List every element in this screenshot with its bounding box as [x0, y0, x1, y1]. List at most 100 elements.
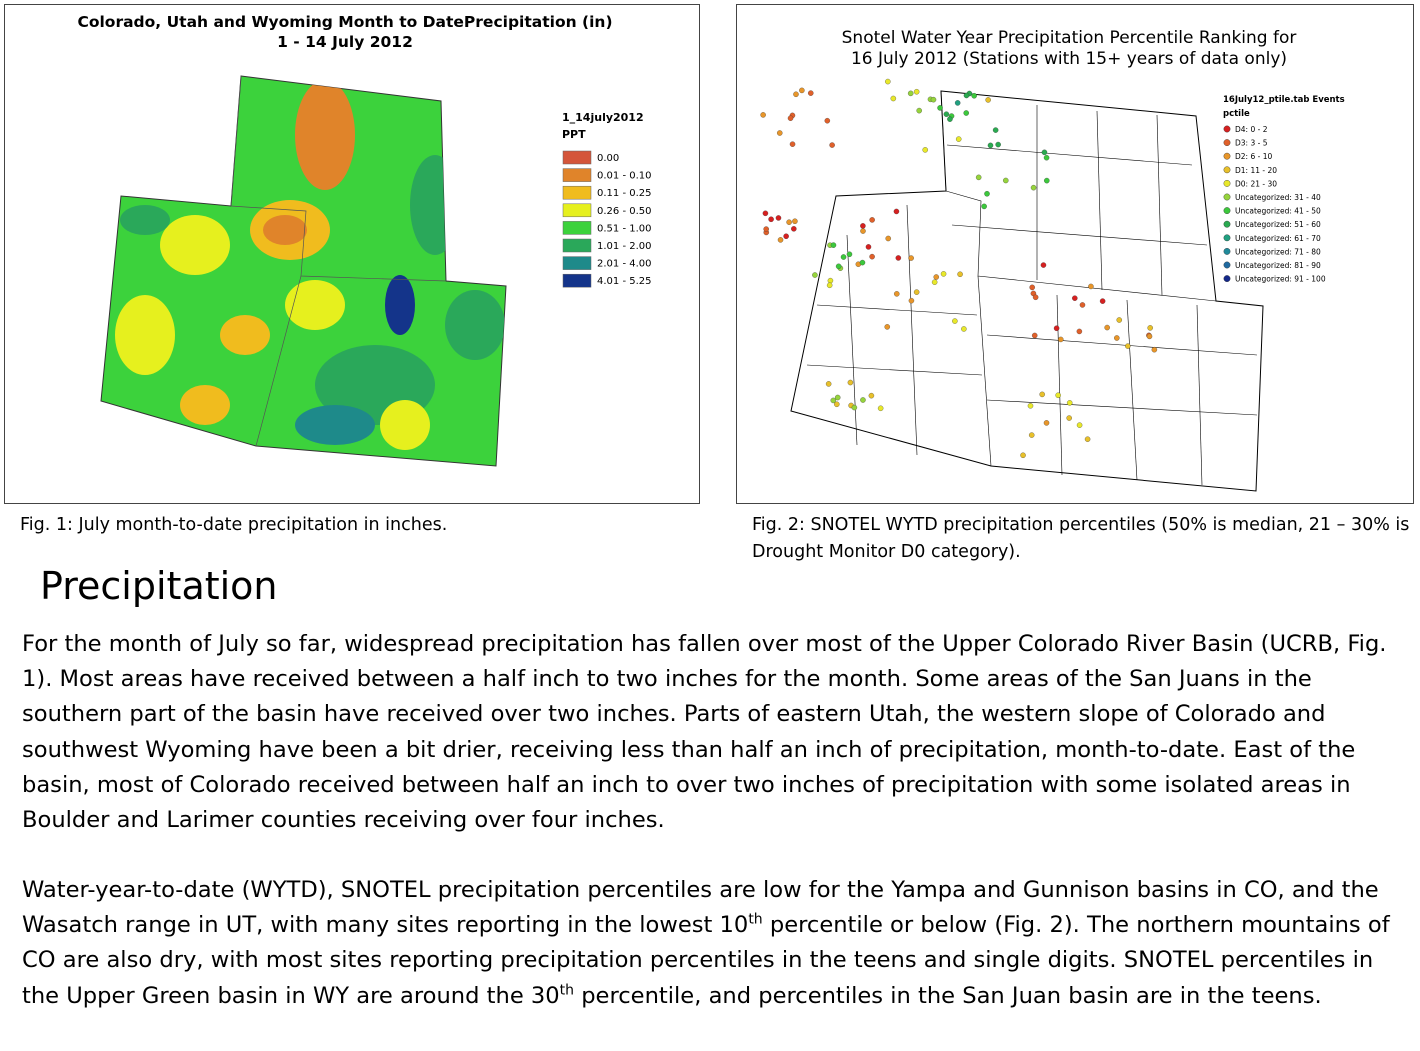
legend-label: D0: 21 - 30 — [1235, 179, 1277, 188]
station-dot — [1079, 302, 1086, 308]
station-dot — [1066, 400, 1073, 406]
map-title: Snotel Water Year Precipitation Percenti… — [842, 28, 1297, 48]
legend-swatch — [562, 273, 592, 288]
paragraph: For the month of July so far, widespread… — [22, 631, 1387, 834]
station-dot — [860, 397, 866, 403]
legend-label: Uncategorized: 51 - 60 — [1235, 220, 1321, 229]
station-dot — [834, 394, 841, 401]
station-dot — [971, 93, 977, 99]
station-dot — [1043, 420, 1050, 426]
station-dot — [865, 244, 872, 250]
station-dot — [1053, 325, 1060, 331]
station-dot — [995, 141, 1001, 148]
station-dot — [987, 142, 994, 149]
station-dot — [768, 216, 774, 223]
station-dot — [963, 110, 969, 116]
station-dot — [834, 401, 840, 408]
legend-title: 1_14july2012 — [562, 111, 644, 124]
station-dot — [1151, 346, 1158, 353]
legend-dot — [1223, 207, 1231, 215]
text-run: percentile or below (Fig. 2). The northe… — [22, 912, 1390, 1009]
station-dot — [884, 324, 890, 330]
station-dots — [760, 78, 1158, 459]
station-dot — [827, 277, 834, 284]
legend-label: 0.01 - 0.10 — [597, 171, 652, 182]
figure-2: Snotel Water Year Precipitation Percenti… — [736, 4, 1414, 504]
legend-label: D2: 6 - 10 — [1235, 152, 1272, 161]
superscript: th — [559, 982, 575, 999]
station-dot — [984, 191, 990, 197]
station-dot — [825, 381, 832, 387]
caption: Fig. 2: SNOTEL WYTD precipitation percen… — [752, 515, 1410, 562]
section-heading: Precipitation — [40, 564, 278, 608]
station-dot — [812, 272, 818, 278]
station-dot — [860, 223, 866, 229]
legend-swatch — [562, 238, 592, 253]
station-dot — [1043, 154, 1050, 161]
station-dot — [829, 142, 835, 148]
station-dot — [985, 97, 991, 103]
legend-swatch — [562, 185, 592, 200]
station-dot — [830, 397, 837, 404]
station-dot — [952, 318, 958, 324]
station-dot — [981, 203, 987, 210]
legend-swatch — [562, 168, 592, 182]
station-dot — [851, 404, 858, 411]
legend-label: 0.51 - 1.00 — [597, 223, 652, 234]
station-dot — [824, 117, 831, 124]
station-dot — [947, 116, 953, 122]
station-dot — [955, 136, 962, 142]
station-dot — [937, 105, 943, 111]
station-dot — [975, 174, 982, 181]
station-dot — [1116, 317, 1123, 323]
station-dot — [916, 107, 922, 114]
station-dot — [885, 78, 891, 85]
legend-subtitle: PPT — [562, 128, 586, 141]
legend-dot — [1223, 152, 1231, 160]
station-dot — [789, 141, 796, 147]
station-dot — [1104, 324, 1110, 331]
legend: 0.00 0.01 - 0.10 0.11 - 0.25 0.26 - 0.50 0.5… — [562, 150, 652, 288]
station-dot — [1003, 177, 1009, 184]
station-dot — [908, 255, 914, 261]
station-dot — [913, 88, 920, 95]
station-dot — [1099, 298, 1106, 304]
station-dot — [1084, 436, 1091, 442]
station-dot — [922, 147, 928, 153]
legend-dot — [1223, 261, 1231, 269]
station-dot — [963, 92, 970, 99]
legend-dot — [1223, 247, 1231, 255]
legend-swatch — [562, 256, 592, 270]
legend-dot — [1223, 234, 1231, 242]
legend-label: Uncategorized: 41 - 50 — [1235, 207, 1321, 216]
station-dot — [859, 259, 866, 266]
station-dot — [1041, 149, 1048, 156]
state-borders — [230, 75, 447, 447]
legend-dot — [1223, 125, 1231, 133]
map-title: Colorado, Utah and Wyoming Month to Date… — [77, 13, 612, 31]
legend-label: 2.01 - 4.00 — [597, 259, 652, 270]
station-dot — [793, 91, 799, 98]
station-dot — [1027, 403, 1034, 409]
legend-dot — [1223, 275, 1231, 282]
station-dot — [940, 271, 947, 277]
station-dot — [777, 237, 784, 243]
legend-label: 0.26 - 0.50 — [597, 206, 652, 217]
legend-subtitle: pctile — [1223, 109, 1250, 119]
station-dot — [775, 215, 782, 221]
legend-swatch — [562, 203, 592, 218]
station-dot — [954, 100, 961, 106]
station-dot — [835, 263, 842, 270]
station-dot — [1032, 294, 1039, 301]
station-dot — [1125, 343, 1131, 349]
station-dot — [1031, 332, 1038, 339]
station-dot — [885, 235, 891, 242]
legend-swatch — [562, 150, 592, 165]
legend-label: Uncategorized: 71 - 80 — [1235, 247, 1321, 256]
legend-label: Uncategorized: 31 - 40 — [1235, 193, 1321, 202]
station-dot — [877, 405, 884, 412]
legend-label: Uncategorized: 61 - 70 — [1235, 234, 1321, 243]
station-dot — [907, 90, 914, 97]
